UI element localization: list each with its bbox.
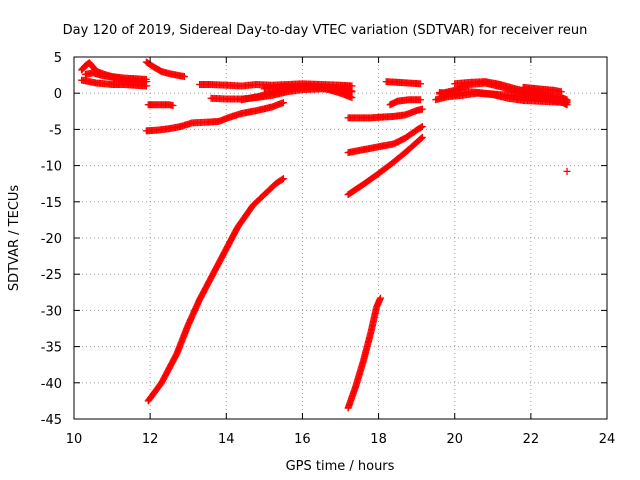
- series-4: [142, 58, 188, 81]
- y-tick-label: -35: [41, 341, 62, 356]
- y-tick-label: -15: [41, 196, 62, 211]
- series-10: [260, 82, 356, 96]
- series-17: [386, 96, 424, 109]
- series-2: [78, 76, 150, 90]
- data-point: [180, 73, 188, 81]
- x-tick-label: 12: [142, 432, 159, 447]
- x-tick-label: 20: [446, 432, 463, 447]
- data-point: [142, 78, 150, 86]
- series-15: [344, 133, 426, 199]
- series-6: [142, 99, 287, 135]
- data-points: [78, 58, 571, 412]
- tick-labels: 10 12 14 16 18 20 22 24 5 0 -5 -10 -15 -20 -25 -30 -35 -4…: [41, 51, 616, 447]
- series-3: [81, 69, 150, 86]
- y-tick-label: -20: [41, 232, 62, 247]
- data-point: [417, 134, 425, 142]
- data-point: [279, 175, 287, 183]
- x-tick-label: 18: [370, 432, 387, 447]
- y-tick-label: -25: [41, 268, 62, 283]
- x-tick-label: 10: [66, 432, 83, 447]
- x-tick-label: 16: [294, 432, 311, 447]
- x-axis-label: GPS time / hours: [286, 459, 395, 474]
- series-11: [144, 175, 287, 405]
- y-tick-label: -30: [41, 304, 62, 319]
- data-point: [563, 99, 571, 107]
- y-tick-label: -40: [41, 377, 62, 392]
- x-tick-label: 14: [218, 432, 235, 447]
- y-tick-label: -5: [49, 123, 62, 138]
- chart-title: Day 120 of 2019, Sidereal Day-to-day VTE…: [63, 23, 588, 38]
- series-14: [344, 123, 426, 157]
- data-point: [348, 88, 356, 96]
- data-point: [418, 123, 426, 131]
- data-point: [417, 123, 425, 131]
- data-point: [557, 88, 565, 96]
- series-21: [432, 89, 571, 107]
- y-tick-label: 5: [54, 51, 62, 66]
- x-tick-label: 22: [523, 432, 540, 447]
- data-point: [279, 99, 287, 107]
- series-23: [563, 167, 571, 175]
- series-22: [519, 83, 565, 96]
- y-tick-label: 0: [54, 87, 62, 102]
- y-tick-label: -45: [41, 413, 62, 428]
- y-tick-label: -10: [41, 160, 62, 175]
- data-point: [278, 175, 286, 183]
- series-5: [144, 101, 177, 110]
- series-16: [382, 78, 424, 88]
- grid: [74, 57, 607, 419]
- data-point: [376, 294, 384, 302]
- axis-ticks: [73, 56, 608, 420]
- data-point: [563, 167, 571, 175]
- y-axis-label: SDTVAR / TECUs: [7, 185, 22, 292]
- series-13: [344, 105, 426, 122]
- plot-frame: [73, 56, 608, 420]
- data-point: [416, 96, 424, 104]
- data-point: [416, 80, 424, 88]
- x-tick-label: 24: [599, 432, 616, 447]
- data-point: [418, 133, 426, 141]
- series-12: [344, 294, 384, 412]
- data-point: [169, 102, 177, 110]
- data-point: [418, 105, 426, 113]
